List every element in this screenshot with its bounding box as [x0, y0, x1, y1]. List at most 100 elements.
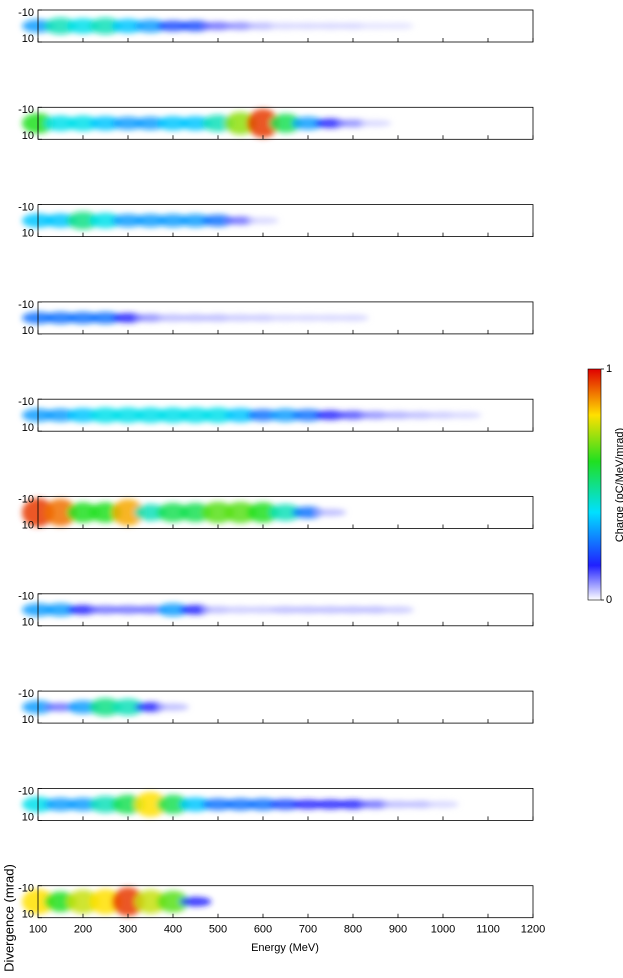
charge-blob — [179, 797, 212, 812]
charge-blob — [134, 19, 167, 33]
y-tick-label: 10 — [22, 130, 34, 142]
charge-blob — [449, 411, 482, 419]
charge-blob — [314, 410, 347, 421]
charge-blob — [202, 407, 234, 424]
charge-blob — [157, 794, 189, 815]
y-tick-label: 10 — [22, 714, 34, 726]
charge-blob — [337, 314, 369, 322]
charge-blob — [314, 799, 347, 810]
charge-blob — [224, 314, 257, 322]
y-tick-label: -10 — [18, 883, 34, 895]
charge-blob — [67, 211, 99, 230]
charge-blob — [337, 119, 369, 128]
x-tick-label: 300 — [119, 924, 137, 936]
charge-blob — [112, 698, 144, 716]
charge-blob — [382, 411, 414, 419]
y-tick-label: -10 — [18, 299, 34, 311]
x-tick-label: 800 — [344, 924, 362, 936]
charge-blob — [292, 606, 324, 614]
y-tick-label: 10 — [22, 33, 34, 45]
charge-blob — [202, 606, 234, 614]
charge-blob — [89, 605, 122, 614]
panel-frame — [37, 9, 534, 43]
heatmap-blobs — [22, 211, 279, 230]
panel-frame — [37, 204, 534, 238]
charge-blob — [67, 18, 99, 34]
charge-blob — [89, 116, 122, 131]
charge-blob — [314, 118, 347, 129]
charge-blob — [202, 314, 234, 322]
charge-blob — [359, 411, 392, 420]
charge-blob — [292, 22, 324, 30]
colorbar-tick-label: 0 — [606, 594, 612, 606]
charge-blob — [134, 791, 167, 818]
panel-frame — [37, 496, 534, 529]
charge-blob — [89, 698, 122, 717]
charge-blob — [157, 890, 189, 913]
y-tick-label: -10 — [18, 688, 34, 700]
charge-blob — [337, 606, 369, 614]
charge-blob — [337, 799, 369, 810]
heatmap-blobs — [22, 108, 392, 138]
charge-blob — [112, 499, 144, 526]
heatmap-blobs — [22, 17, 414, 35]
charge-blob — [359, 119, 392, 127]
charge-blob — [67, 311, 99, 324]
charge-blob — [157, 314, 189, 322]
x-tick-label: 400 — [164, 924, 182, 936]
charge-blob — [179, 896, 212, 907]
heatmap-blobs — [22, 498, 347, 527]
x-tick-label: 1100 — [476, 924, 500, 936]
charge-blob — [157, 703, 189, 711]
charge-blob — [179, 605, 212, 615]
y-tick-label: -10 — [18, 493, 34, 505]
charge-blob — [292, 409, 324, 422]
panel-frame — [37, 690, 534, 724]
charge-blob — [112, 18, 144, 34]
charge-blob — [224, 408, 257, 423]
x-tick-label: 1000 — [431, 924, 455, 936]
charge-blob — [224, 798, 257, 811]
charge-blob — [67, 889, 99, 914]
charge-blob — [314, 314, 347, 322]
x-tick-label: 500 — [209, 924, 227, 936]
charge-blob — [427, 801, 459, 808]
charge-blob — [292, 799, 324, 810]
charge-blob — [89, 17, 122, 35]
charge-blob — [157, 407, 189, 424]
charge-blob — [179, 407, 212, 424]
charge-blob — [382, 606, 414, 614]
charge-blob — [112, 887, 144, 917]
charge-blob — [247, 22, 279, 30]
heatmap-blobs — [22, 887, 212, 917]
charge-blob — [179, 502, 212, 523]
charge-blob — [269, 408, 302, 422]
charge-blob — [67, 502, 99, 523]
charge-blob — [202, 501, 234, 524]
charge-blob — [44, 311, 77, 324]
charge-blob — [179, 116, 212, 131]
charge-blob — [202, 214, 234, 227]
charge-blob — [202, 21, 234, 31]
colorbar — [587, 368, 602, 601]
charge-blob — [359, 22, 392, 30]
charge-blob — [359, 800, 392, 809]
heatmap-blobs — [22, 311, 369, 324]
charge-blob — [359, 606, 392, 614]
charge-blob — [404, 800, 437, 809]
y-tick-label: -10 — [18, 785, 34, 797]
charge-blob — [89, 889, 122, 915]
charge-blob — [134, 407, 167, 424]
charge-blob — [247, 798, 279, 811]
charge-blob — [67, 115, 99, 132]
charge-blob — [382, 800, 414, 809]
charge-blob — [44, 498, 77, 527]
charge-blob — [112, 214, 144, 228]
charge-blob — [112, 116, 144, 130]
colorbar-tick-label: 1 — [606, 363, 612, 375]
charge-blob — [67, 408, 99, 423]
charge-blob — [224, 501, 257, 524]
charge-blob — [247, 108, 279, 138]
charge-blob — [44, 408, 77, 422]
panel-frame — [37, 593, 534, 627]
